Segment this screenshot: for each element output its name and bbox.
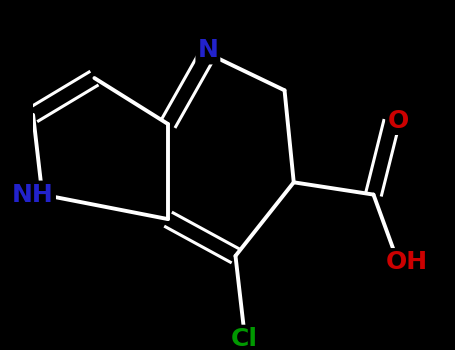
Text: O: O bbox=[387, 109, 409, 133]
Text: N: N bbox=[197, 38, 218, 62]
Text: OH: OH bbox=[386, 250, 428, 274]
Text: Cl: Cl bbox=[231, 327, 258, 350]
Text: NH: NH bbox=[12, 183, 54, 206]
